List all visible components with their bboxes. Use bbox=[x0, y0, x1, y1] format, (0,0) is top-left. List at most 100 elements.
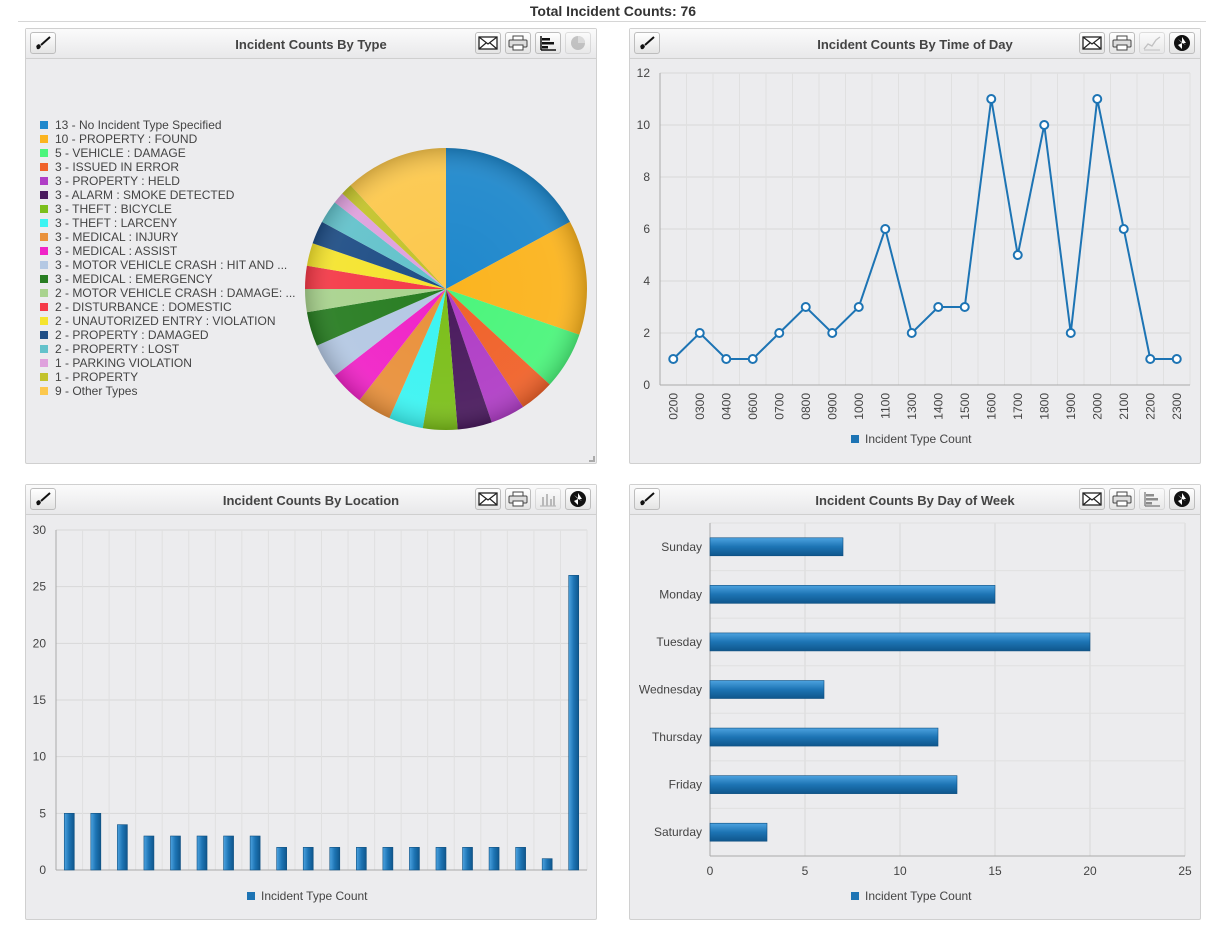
email-button[interactable] bbox=[475, 32, 501, 54]
legend-item[interactable]: 1 - PARKING VIOLATION bbox=[40, 356, 296, 370]
email-button[interactable] bbox=[475, 488, 501, 510]
legend-item[interactable]: 3 - MEDICAL : EMERGENCY bbox=[40, 272, 296, 286]
day-bar-chart: 0 5 10 15 20 25 Sunday Monday Tuesday Wednesday Th… bbox=[639, 522, 1192, 903]
refresh-button[interactable] bbox=[1169, 488, 1195, 510]
refresh-button[interactable] bbox=[1169, 32, 1195, 54]
x-tick-label: 0600 bbox=[746, 393, 760, 420]
legend-swatch bbox=[40, 177, 48, 185]
panel-title: Incident Counts By Location bbox=[222, 493, 400, 508]
y-tick-label: Monday bbox=[659, 587, 702, 601]
email-button[interactable] bbox=[1079, 488, 1105, 510]
legend-item[interactable]: 3 - PROPERTY : HELD bbox=[40, 174, 296, 188]
legend-item[interactable]: 10 - PROPERTY : FOUND bbox=[40, 132, 296, 146]
x-tick-label: 2200 bbox=[1143, 393, 1157, 420]
bar bbox=[709, 680, 825, 699]
x-tick-label: 1000 bbox=[852, 393, 866, 420]
pie-chart-button[interactable] bbox=[565, 32, 591, 54]
legend-item[interactable]: 5 - VEHICLE : DAMAGE bbox=[40, 146, 296, 160]
data-point bbox=[1092, 94, 1103, 104]
bar bbox=[709, 822, 768, 842]
filter-button[interactable] bbox=[30, 488, 56, 510]
filter-button[interactable] bbox=[30, 32, 56, 54]
x-tick-label: 2100 bbox=[1117, 393, 1131, 420]
legend-item[interactable]: 1 - PROPERTY bbox=[40, 370, 296, 384]
legend-item[interactable]: 3 - THEFT : LARCENY bbox=[40, 216, 296, 230]
bar-chart-button[interactable] bbox=[535, 488, 561, 510]
printer-icon bbox=[1112, 35, 1132, 51]
legend-item[interactable]: 2 - DISTURBANCE : DOMESTIC bbox=[40, 300, 296, 314]
legend-label: 2 - UNAUTORIZED ENTRY : VIOLATION bbox=[55, 314, 276, 328]
resize-handle[interactable] bbox=[589, 456, 595, 462]
panel-incident-by-day: Incident Counts By Day of Week 0 5 10 15 20 2… bbox=[629, 484, 1201, 920]
email-envelope-icon bbox=[478, 36, 498, 50]
legend-item[interactable]: 3 - MEDICAL : ASSIST bbox=[40, 244, 296, 258]
panel-incident-by-time: Incident Counts By Time of Day 0 2 4 6 8 10 12… bbox=[629, 28, 1201, 464]
email-envelope-icon bbox=[478, 492, 498, 506]
legend-label: 2 - PROPERTY : DAMAGED bbox=[55, 328, 209, 342]
legend-item[interactable]: 2 - PROPERTY : LOST bbox=[40, 342, 296, 356]
panel-title: Incident Counts By Time of Day bbox=[817, 37, 1013, 52]
x-tick-label: 25 bbox=[1178, 864, 1192, 878]
email-button[interactable] bbox=[1079, 32, 1105, 54]
y-tick-label: 8 bbox=[643, 170, 650, 184]
filter-button[interactable] bbox=[634, 488, 660, 510]
legend-swatch bbox=[40, 303, 48, 311]
panel-title: Incident Counts By Day of Week bbox=[815, 493, 1015, 508]
data-point bbox=[933, 302, 944, 312]
legend-item[interactable]: 3 - ALARM : SMOKE DETECTED bbox=[40, 188, 296, 202]
line-chart-button[interactable] bbox=[1139, 32, 1165, 54]
legend-label: Incident Type Count bbox=[865, 432, 972, 446]
legend-label: 5 - VEHICLE : DAMAGE bbox=[55, 146, 186, 160]
legend-item[interactable]: 2 - MOTOR VEHICLE CRASH : DAMAGE: ... bbox=[40, 286, 296, 300]
print-button[interactable] bbox=[505, 488, 531, 510]
data-point bbox=[906, 328, 917, 338]
line-chart: 0 2 4 6 8 10 12 0200 0300 0400 0600 0700 0800 0900 100… bbox=[637, 66, 1191, 446]
refresh-button[interactable] bbox=[565, 488, 591, 510]
panel-incident-by-type: Incident Counts By Type 13 - No Incident… bbox=[25, 28, 597, 464]
bar bbox=[709, 775, 958, 794]
x-tick-label: 1600 bbox=[984, 393, 998, 420]
legend-swatch bbox=[40, 247, 48, 255]
email-envelope-icon bbox=[1082, 492, 1102, 506]
bar bbox=[223, 835, 234, 871]
bar-chart-button[interactable] bbox=[1139, 488, 1165, 510]
legend-item[interactable]: 3 - MEDICAL : INJURY bbox=[40, 230, 296, 244]
legend-swatch bbox=[851, 435, 859, 443]
legend-label: 3 - ISSUED IN ERROR bbox=[55, 160, 180, 174]
y-tick-label: 20 bbox=[33, 636, 47, 650]
legend-item[interactable]: 3 - ISSUED IN ERROR bbox=[40, 160, 296, 174]
x-tick-label: 1100 bbox=[878, 393, 892, 419]
legend-item[interactable]: 2 - PROPERTY : DAMAGED bbox=[40, 328, 296, 342]
bar bbox=[170, 835, 181, 871]
x-tick-label: 0400 bbox=[719, 393, 733, 420]
legend-item[interactable]: 13 - No Incident Type Specified bbox=[40, 118, 296, 132]
legend-item[interactable]: 2 - UNAUTORIZED ENTRY : VIOLATION bbox=[40, 314, 296, 328]
bar bbox=[276, 847, 287, 871]
line-chart-icon bbox=[1143, 35, 1161, 51]
legend-item[interactable]: 3 - MOTOR VEHICLE CRASH : HIT AND ... bbox=[40, 258, 296, 272]
y-tick-label: 5 bbox=[39, 806, 46, 820]
panel-incident-by-location: Incident Counts By Location 0 5 10 15 20 25 30… bbox=[25, 484, 597, 920]
legend-swatch bbox=[851, 892, 859, 900]
pie-shading bbox=[305, 148, 587, 430]
bar bbox=[488, 847, 500, 871]
filter-button[interactable] bbox=[634, 32, 660, 54]
filter-brush-icon bbox=[638, 35, 656, 51]
bar bbox=[709, 537, 844, 557]
print-button[interactable] bbox=[1109, 32, 1135, 54]
legend-item[interactable]: 3 - THEFT : BICYCLE bbox=[40, 202, 296, 216]
bar-chart-button[interactable] bbox=[535, 32, 561, 54]
legend-label: 3 - THEFT : BICYCLE bbox=[55, 202, 172, 216]
legend-swatch bbox=[40, 373, 48, 381]
legend-swatch bbox=[40, 317, 48, 325]
y-tick-label: 0 bbox=[643, 378, 650, 392]
print-button[interactable] bbox=[505, 32, 531, 54]
y-tick-label: Friday bbox=[669, 778, 702, 792]
x-tick-label: 0200 bbox=[666, 393, 680, 420]
y-tick-label: Sunday bbox=[661, 540, 702, 554]
legend-item[interactable]: 9 - Other Types bbox=[40, 384, 296, 398]
legend-swatch bbox=[40, 219, 48, 227]
x-tick-label: 1900 bbox=[1064, 393, 1078, 420]
print-button[interactable] bbox=[1109, 488, 1135, 510]
bar bbox=[196, 835, 208, 871]
